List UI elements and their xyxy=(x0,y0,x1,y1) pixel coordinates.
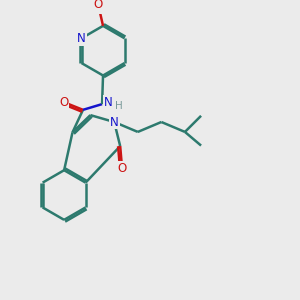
Text: H: H xyxy=(115,100,123,110)
Text: N: N xyxy=(110,116,118,128)
Text: O: O xyxy=(94,0,103,11)
Text: O: O xyxy=(59,96,68,109)
Text: O: O xyxy=(118,162,127,175)
Text: N: N xyxy=(104,96,113,109)
Text: N: N xyxy=(77,32,86,45)
